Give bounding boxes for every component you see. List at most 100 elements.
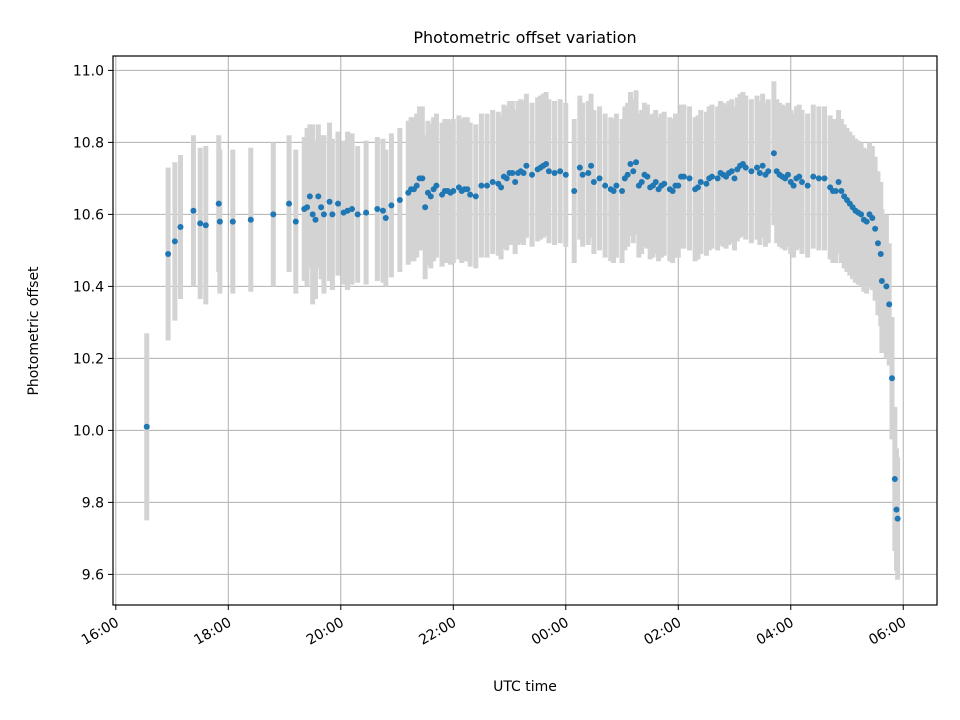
data-point [571,188,578,194]
data-point [498,184,505,191]
data-point [177,224,184,230]
y-axis-ticks: 9.6 9.8 10.0 10.2 10.4 10.6 10.8 11.0 [73,63,113,583]
data-point [427,193,434,200]
data-point [529,171,536,178]
data-point [765,168,772,175]
data-point [344,207,351,214]
data-point [478,182,485,189]
data-point [686,175,693,182]
data-point [624,171,631,178]
data-point [202,222,209,229]
data-point [320,211,327,218]
data-point [143,423,150,430]
data-point [810,173,817,180]
data-point [728,168,735,175]
data-point [894,515,901,522]
data-point [503,175,510,182]
x-axis-label: UTC time [493,679,557,695]
data-point [304,204,311,211]
data-point [326,198,333,205]
data-point [523,162,530,169]
data-point [315,193,322,200]
data-point [872,225,879,232]
data-point [675,182,682,189]
y-tick-label: 10.4 [73,279,104,295]
data-point [742,164,749,171]
data-point [349,206,356,212]
data-point [838,188,845,194]
data-point [334,200,341,207]
data-point [630,168,637,175]
data-point [557,168,564,175]
y-tick-label: 10.2 [73,351,104,367]
data-point [709,173,716,180]
data-point [312,216,319,223]
data-point [419,175,426,182]
data-point [790,182,797,189]
y-tick-label: 9.8 [82,495,104,511]
data-point [329,211,336,218]
data-point [374,206,381,212]
y-tick-label: 9.6 [82,567,104,583]
data-point [756,170,763,176]
data-point [489,179,496,185]
data-point [669,188,676,194]
data-point [889,375,896,382]
data-point [590,179,597,185]
data-point [804,182,811,189]
data-point [216,218,223,225]
data-point [292,218,299,225]
y-tick-label: 11.0 [73,63,104,79]
data-point [576,164,583,171]
data-point [759,162,766,169]
data-point [832,188,839,194]
data-point [784,171,791,178]
data-point [509,170,516,176]
y-tick-label: 10.0 [73,423,104,439]
data-point [770,150,777,157]
data-point [270,211,277,218]
data-point [562,171,569,178]
data-point [610,188,617,194]
data-point [215,200,222,207]
plot-frame [112,55,938,606]
data-point [467,191,474,198]
data-point [450,188,457,194]
data-point [874,240,881,247]
data-point [318,204,325,211]
data-point [694,184,701,191]
data-point [413,182,420,189]
y-axis-label: Photometric offset [26,266,42,396]
data-point [551,170,558,176]
data-point [754,164,761,171]
data-point [821,175,828,182]
data-point [382,215,389,221]
data-point [464,186,471,193]
data-point [877,251,884,257]
data-point [363,209,370,216]
data-point [883,283,890,290]
data-point [661,180,668,187]
data-point [190,207,197,214]
y-tick-label: 10.8 [73,135,104,151]
data-point [731,175,738,182]
data-point [697,179,704,185]
data-point [472,193,479,200]
data-point [588,162,595,169]
data-point [893,506,900,513]
data-point [602,182,609,189]
data-point [680,173,687,180]
data-point [863,218,870,225]
data-point [891,476,898,482]
data-point [545,168,552,175]
data-point [520,170,527,176]
data-point [484,182,491,189]
data-point [796,173,803,180]
data-point [703,180,710,187]
data-point [579,171,586,178]
data-point [309,211,316,218]
data-point [197,220,204,227]
data-point [422,204,429,211]
